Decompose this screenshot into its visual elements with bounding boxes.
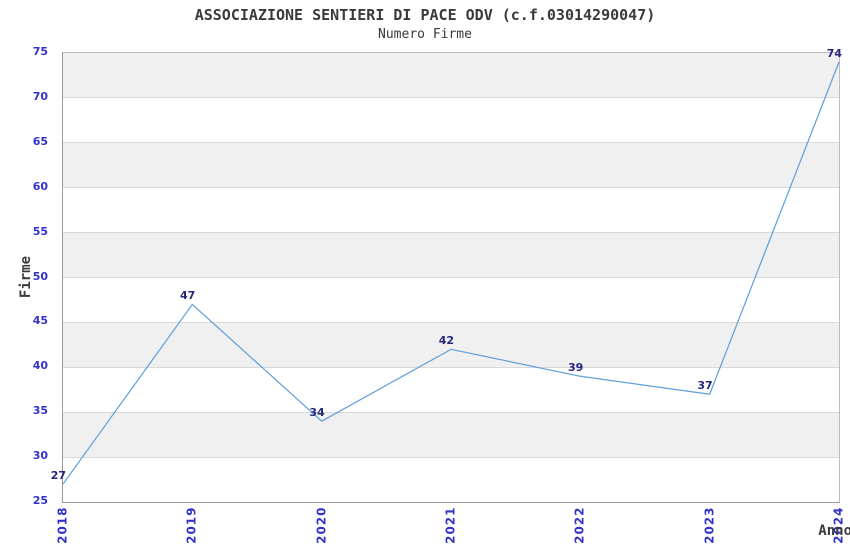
plot-area: 27 47 34 42 39 37 74 [51, 47, 842, 503]
chart-title: ASSOCIAZIONE SENTIERI DI PACE ODV (c.f.0… [194, 6, 656, 24]
y-tick-label: 25 [32, 494, 48, 507]
y-tick-label: 55 [32, 224, 48, 238]
data-point-label: 42 [438, 334, 454, 348]
grid-line [63, 277, 839, 278]
y-tick-label: 60 [32, 179, 48, 193]
grid-line [63, 366, 839, 368]
grid-line [63, 187, 839, 189]
y-tick-label: 65 [32, 134, 48, 148]
x-tick-label: 2018 [55, 506, 70, 544]
x-axis-title: Anno [818, 523, 850, 539]
grid-line [63, 232, 839, 234]
data-point-label: 39 [568, 361, 584, 375]
grid-line [63, 411, 839, 413]
grid-line [63, 456, 839, 458]
plot-band [63, 322, 839, 368]
x-tick-label: 2022 [572, 506, 587, 544]
y-tick-label: 35 [32, 404, 48, 418]
chart-subtitle: Numero Firme [378, 27, 472, 42]
plot-band [63, 232, 839, 278]
grid-line [63, 142, 839, 144]
x-tick-label: 2021 [443, 506, 458, 544]
y-tick-label: 45 [32, 314, 48, 328]
plot-band [63, 53, 839, 98]
plot-band [63, 412, 839, 458]
y-tick-label: 50 [32, 269, 48, 283]
data-point-label: 74 [826, 46, 842, 60]
series-line-svg [62, 61, 840, 485]
data-point-label: 47 [180, 289, 196, 303]
grid-line [63, 97, 839, 99]
x-tick-label: 2020 [314, 506, 329, 544]
x-tick-label: 2023 [702, 506, 717, 544]
y-tick-label: 40 [32, 359, 48, 373]
y-tick-label: 30 [32, 449, 48, 463]
series-line [62, 61, 840, 485]
y-tick-label: 70 [32, 89, 48, 103]
plot-band [63, 142, 839, 188]
data-point-label: 37 [697, 379, 713, 393]
data-point-label: 34 [309, 406, 325, 420]
grid-line [63, 321, 839, 323]
x-tick-label: 2019 [184, 506, 199, 544]
y-tick-label: 75 [32, 45, 48, 58]
data-point-label: 27 [50, 469, 66, 483]
